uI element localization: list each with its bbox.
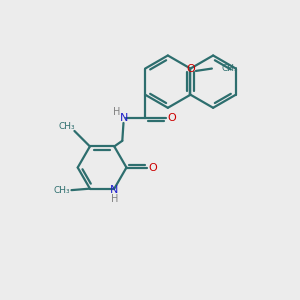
Text: N: N xyxy=(120,113,129,124)
Text: H: H xyxy=(113,107,121,117)
Text: CH₃: CH₃ xyxy=(59,122,75,131)
Text: H: H xyxy=(111,194,118,204)
Text: CH₃: CH₃ xyxy=(221,64,238,73)
Text: N: N xyxy=(110,185,118,195)
Text: O: O xyxy=(186,64,195,74)
Text: CH₃: CH₃ xyxy=(54,186,70,195)
Text: O: O xyxy=(168,113,176,124)
Text: O: O xyxy=(149,163,158,172)
